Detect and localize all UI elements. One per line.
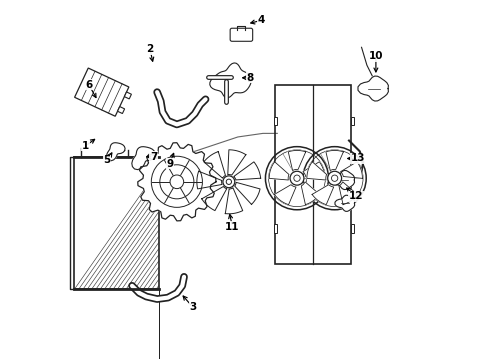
Text: 1: 1 (82, 141, 89, 151)
Polygon shape (204, 152, 225, 178)
Text: 12: 12 (349, 191, 364, 201)
Polygon shape (326, 150, 343, 171)
Circle shape (223, 176, 235, 188)
Polygon shape (228, 150, 246, 175)
Bar (274, 224, 277, 233)
Polygon shape (358, 76, 389, 101)
Circle shape (294, 175, 300, 181)
Text: 8: 8 (247, 73, 254, 83)
Polygon shape (274, 185, 296, 205)
Text: 9: 9 (166, 159, 173, 169)
Polygon shape (335, 195, 355, 211)
Polygon shape (138, 143, 216, 221)
Polygon shape (341, 162, 363, 178)
Circle shape (328, 171, 342, 185)
Polygon shape (269, 162, 289, 180)
Polygon shape (106, 143, 125, 161)
Circle shape (332, 175, 338, 181)
Polygon shape (288, 150, 306, 171)
Text: 5: 5 (103, 155, 111, 165)
Polygon shape (303, 162, 325, 178)
Circle shape (226, 179, 231, 184)
FancyBboxPatch shape (118, 107, 124, 113)
Text: 3: 3 (189, 302, 196, 312)
Polygon shape (331, 170, 355, 190)
Polygon shape (210, 63, 251, 98)
Text: 7: 7 (150, 152, 157, 162)
Text: 10: 10 (368, 51, 383, 61)
Polygon shape (312, 185, 334, 205)
Bar (275, 85, 351, 264)
Bar (74, 68, 129, 116)
Polygon shape (234, 162, 261, 180)
Bar (351, 117, 354, 125)
Text: 2: 2 (147, 44, 153, 54)
Circle shape (290, 171, 304, 185)
Polygon shape (225, 188, 243, 214)
Bar (274, 117, 277, 125)
Polygon shape (197, 171, 222, 189)
Text: 13: 13 (351, 153, 365, 163)
Polygon shape (235, 182, 260, 204)
Text: 4: 4 (257, 15, 265, 26)
Polygon shape (132, 147, 155, 170)
Polygon shape (202, 186, 227, 211)
Text: 11: 11 (225, 222, 240, 231)
Bar (351, 224, 354, 233)
Bar (74, 157, 159, 289)
Polygon shape (307, 162, 327, 180)
Polygon shape (301, 182, 319, 205)
FancyBboxPatch shape (124, 92, 131, 99)
Text: 6: 6 (85, 80, 93, 90)
Polygon shape (339, 182, 357, 205)
FancyBboxPatch shape (230, 28, 253, 41)
